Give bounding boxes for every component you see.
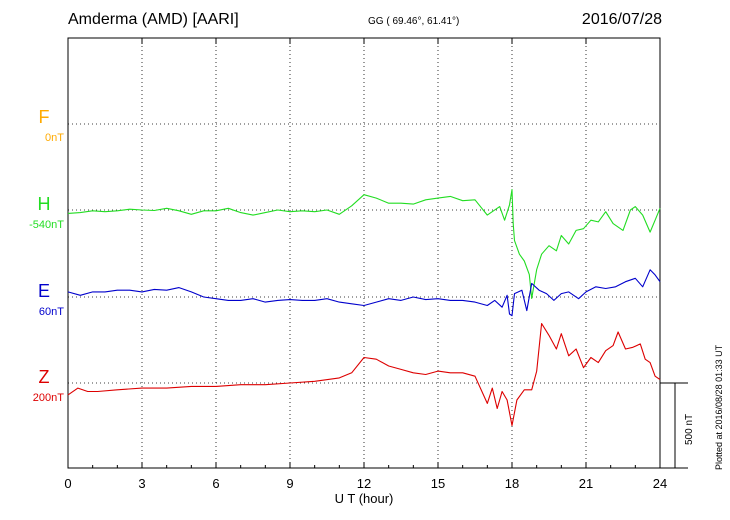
x-tick-label: 21: [579, 476, 593, 491]
channel-offset-e: 60nT: [39, 306, 64, 318]
station-coordinates: GG ( 69.46°, 61.41°): [368, 16, 460, 27]
channel-name-h: H: [38, 194, 51, 214]
series-line-h: [67, 189, 661, 299]
channel-name-z: Z: [39, 367, 50, 387]
channel-name-f: F: [39, 107, 50, 127]
x-tick-label: 0: [64, 476, 71, 491]
channel-offset-h: -540nT: [29, 219, 64, 231]
x-axis-ticks: 0 3 6 9 12 15 18 21 24: [64, 38, 667, 491]
x-tick-label: 12: [357, 476, 371, 491]
x-tick-label: 3: [138, 476, 145, 491]
channel-labels: F 0nT H -540nT E 60nT Z 200nT: [29, 107, 64, 404]
x-tick-label: 18: [505, 476, 519, 491]
x-tick-label: 15: [431, 476, 445, 491]
x-tick-label: 24: [653, 476, 667, 491]
x-tick-label: 9: [286, 476, 293, 491]
series-line-z: [67, 322, 661, 427]
scale-bar: 500 nT: [660, 382, 695, 469]
station-title: Amderma (AMD) [AARI]: [68, 11, 239, 28]
chart-date: 2016/07/28: [581, 11, 662, 28]
channel-offset-z: 200nT: [33, 392, 64, 404]
series-lines: [67, 189, 661, 427]
x-axis-label: U T (hour): [335, 491, 394, 506]
x-tick-label: 6: [212, 476, 219, 491]
scale-bar-label: 500 nT: [684, 414, 695, 445]
plotted-timestamp: Plotted at 2016/08/28 01:33 UT: [714, 344, 724, 470]
channel-name-e: E: [38, 281, 50, 301]
channel-offset-f: 0nT: [45, 132, 64, 144]
grid-lines: [68, 38, 660, 468]
series-line-e: [67, 269, 661, 317]
